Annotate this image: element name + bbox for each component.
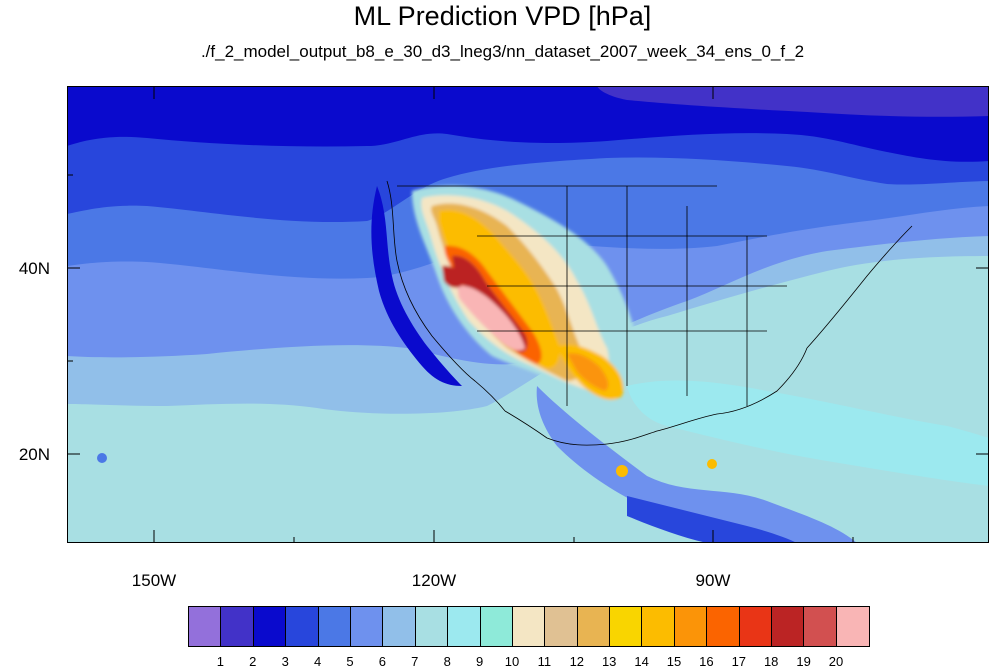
colorbar-tick-label: 20 [828, 654, 844, 669]
map-subtitle: ./f_2_model_output_b8_e_30_d3_lneg3/nn_d… [200, 42, 805, 61]
colorbar-tick-label: 11 [537, 654, 552, 669]
colorbar-tick-label: 3 [281, 654, 289, 669]
colorbar-swatch [836, 607, 870, 646]
colorbar-swatch [415, 607, 449, 646]
colorbar-tick-label: 12 [569, 654, 585, 669]
colorbar-tick-label: 9 [475, 654, 484, 669]
colorbar-swatch [318, 607, 351, 646]
colorbar-tick-label: 7 [411, 654, 419, 669]
colorbar-tick-label: 1 [216, 654, 224, 669]
colorbar-swatch [577, 607, 611, 646]
coastlines [386, 180, 913, 446]
vpd-contour-map [67, 86, 989, 543]
lat-label-20n: 20N [18, 445, 50, 464]
desert-southwest-level-20 [457, 285, 525, 351]
colorbar-swatch [804, 607, 837, 646]
colorbar-swatch [350, 607, 384, 646]
colorbar-swatch [739, 607, 773, 646]
contour-level-2 [597, 86, 989, 117]
lon-label-150w: 150W [131, 571, 177, 590]
lon-label-90w: 90W [695, 571, 731, 590]
colorbar-tick-label: 16 [699, 654, 714, 669]
colorbar-swatch [610, 607, 643, 646]
caribbean-hotspot [707, 459, 717, 469]
colorbar-tick-label: 17 [731, 654, 747, 669]
colorbar-tick-label: 19 [796, 654, 811, 669]
contour-level-6-central-america [536, 386, 857, 543]
colorbar [188, 606, 871, 647]
colorbar-swatch [221, 607, 254, 646]
map-plot-area [67, 86, 989, 543]
colorbar-swatch [642, 607, 675, 646]
colorbar-swatch [448, 607, 481, 646]
colorbar-tick-label: 13 [601, 654, 617, 669]
california-valley-hotspot [442, 265, 465, 288]
contour-level-9 [627, 380, 989, 486]
colorbar-tick-label: 4 [313, 654, 322, 669]
west-texas-level-16 [567, 353, 609, 391]
colorbar-tick-label: 8 [443, 654, 451, 669]
colorbar-tick-label: 2 [249, 654, 257, 669]
colorbar-tick-label: 18 [763, 654, 779, 669]
lat-label-40n: 40N [18, 259, 50, 278]
colorbar-swatch [189, 607, 222, 646]
colorbar-swatch [383, 607, 416, 646]
colorbar-tick-label: 5 [346, 654, 354, 669]
colorbar-swatch [480, 607, 513, 646]
colorbar-swatch [707, 607, 740, 646]
colorbar-swatch [772, 607, 805, 646]
colorbar-swatch [674, 607, 708, 646]
coastal-moist-strip [371, 186, 462, 386]
hawaii-island [97, 453, 107, 463]
mexico-hotspot-1 [616, 465, 628, 477]
colorbar-tick-label: 15 [666, 654, 682, 669]
colorbar-tick-label: 6 [378, 654, 386, 669]
colorbar-tick-label: 10 [504, 654, 520, 669]
colorbar-swatch [286, 607, 319, 646]
colorbar-swatch [253, 607, 287, 646]
colorbar-swatch [545, 607, 578, 646]
lon-label-120w: 120W [411, 571, 457, 590]
map-title: ML Prediction VPD [hPa] [353, 1, 652, 31]
colorbar-swatch [512, 607, 546, 646]
contour-level-4-central-america [627, 496, 797, 543]
colorbar-tick-label: 14 [634, 654, 649, 669]
